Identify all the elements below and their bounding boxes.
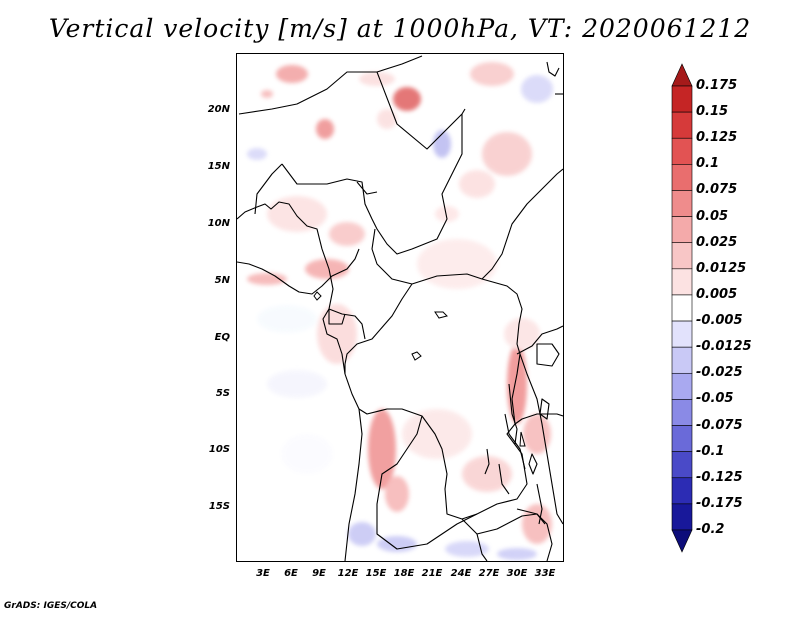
colorbar-label: 0.0125 [696,260,747,276]
colorbar-segment [671,85,693,113]
colorbar-label: -0.075 [696,417,743,433]
shaded-patches [247,62,553,560]
colorbar-label: 0.05 [696,208,729,224]
lat-tick-label: 10N [207,218,230,229]
colorbar-segment [671,451,693,479]
colorbar-segment [671,242,693,270]
colorbar-label: 0.075 [696,182,738,198]
colorbar-label: -0.005 [696,313,743,329]
lat-tick-label: 5S [215,388,230,399]
colorbar-label: -0.05 [696,391,734,407]
colorbar-segment [671,63,693,87]
lakes [313,291,526,447]
colorbar-label: 0.1 [696,156,720,172]
lon-tick-label: 3E [256,568,270,579]
colorbar-segment [671,111,693,139]
lon-tick-label: 33E [534,568,556,579]
colorbar-segment [671,164,693,191]
grads-credit: GrADS: IGES/COLA [4,601,98,611]
colorbar-label: -0.025 [696,365,743,381]
lon-tick-label: 15E [365,568,387,579]
colorbar-segment [671,529,693,553]
lon-tick-label: 30E [506,568,528,579]
vertical-velocity-field [237,55,563,561]
colorbar [671,63,693,553]
colorbar-segment [671,294,693,322]
lon-tick-label: 21E [421,568,443,579]
colorbar-segment [671,190,693,217]
lat-tick-label: 10S [208,444,230,455]
lon-tick-label: 18E [393,568,415,579]
lon-tick-label: 27E [478,568,500,579]
colorbar-segment [671,372,693,400]
lat-tick-label: EQ [214,332,230,343]
lon-tick-label: 6E [284,568,298,579]
colorbar-label: -0.2 [696,522,725,537]
map-title: Vertical velocity [m/s] at 1000hPa, VT: … [48,14,752,43]
colorbar-segment [671,477,693,505]
colorbar-segment [671,216,693,244]
coastlines-and-borders [237,55,563,561]
colorbar-segment [671,137,693,165]
lon-tick-label: 12E [337,568,359,579]
colorbar-label: 0.005 [696,286,738,302]
colorbar-segment [671,320,693,348]
colorbar-segment [671,425,693,452]
lat-tick-label: 15N [207,161,230,172]
lat-tick-label: 5N [214,275,230,286]
colorbar-label: -0.125 [696,469,743,485]
colorbar-label: -0.0125 [696,339,752,355]
colorbar-segment [671,346,693,374]
colorbar-label: 0.125 [696,130,738,146]
lat-tick-label: 20N [207,104,230,115]
colorbar-label: 0.15 [696,104,729,120]
colorbar-label: -0.1 [696,443,725,459]
map-panel [236,53,564,562]
colorbar-label: 0.025 [696,234,738,250]
lat-tick-label: 15S [208,501,230,512]
colorbar-label: 0.175 [696,78,738,93]
colorbar-label: -0.175 [696,495,743,511]
colorbar-segment [671,399,693,426]
colorbar-segment [671,268,693,296]
lon-tick-label: 24E [450,568,472,579]
lon-tick-label: 9E [312,568,326,579]
colorbar-segment [671,503,693,531]
